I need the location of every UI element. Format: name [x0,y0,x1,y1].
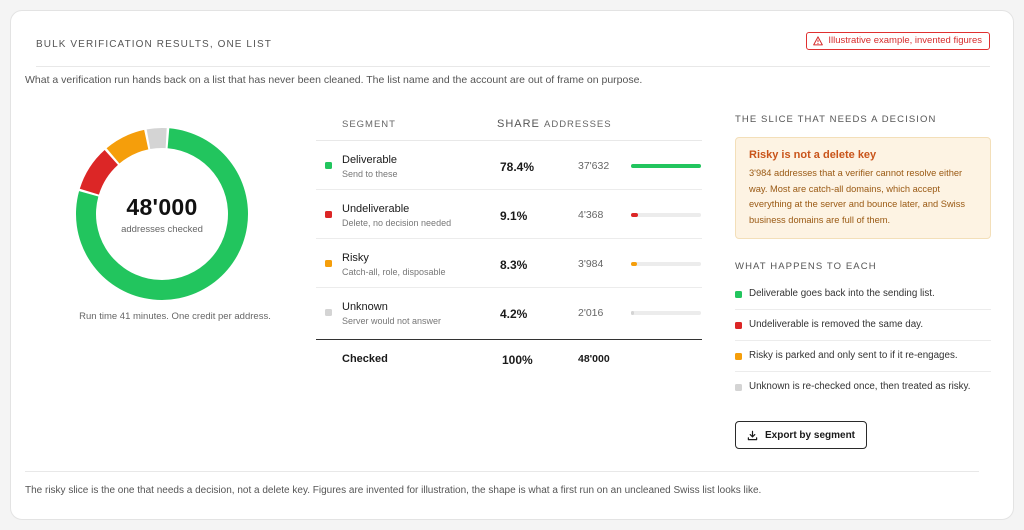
segment-dot [325,309,332,316]
segment-desc: Catch-all, role, disposable [342,267,446,277]
action-text: Risky is parked and only sent to if it r… [749,350,958,361]
callout-body: 3'984 addresses that a verifier cannot r… [749,168,966,225]
donut-center: 48'000 addresses checked [62,114,262,314]
segment-share: 8.3% [500,258,528,272]
segment-dot [325,162,332,169]
list-item: Risky is parked and only sent to if it r… [735,341,991,372]
actions-list: Deliverable goes back into the sending l… [735,279,991,403]
total-count: 48'000 [578,353,610,365]
table-row: Undeliverable Delete, no decision needed 9… [316,190,702,239]
segment-share: 9.1% [500,209,528,223]
share-bar [631,213,701,217]
table-total-row: Checked 100% 48'000 [316,339,702,379]
header-share: SHARE [497,118,540,130]
donut-svg [76,128,249,300]
segment-desc: Send to these [342,169,398,179]
segment-table: SEGMENT SHARE ADDRESSES Deliverable Send … [316,109,702,379]
runtime-note: Run time 41 minutes. One credit per addr… [79,311,271,322]
share-bar-fill [631,262,638,266]
card-header: BULK VERIFICATION RESULTS, ONE LIST Illu… [36,32,990,67]
segment-name: Unknown [342,301,388,313]
action-dot [735,291,742,298]
segment-count: 3'984 [578,258,604,270]
segment-dot [325,260,332,267]
action-dot [735,322,742,329]
table-row: Unknown Server would not answer 4.2% 2'016 [316,288,702,337]
share-bar [631,262,701,266]
intro-text: What a verification run hands back on a … [25,74,643,86]
segment-count: 37'632 [578,160,610,172]
segment-name: Risky [342,252,369,264]
table-row: Risky Catch-all, role, disposable 8.3% 3'98… [316,239,702,288]
segment-name: Undeliverable [342,203,410,215]
badge-label: Illustrative example, invented figures [828,35,982,46]
list-item: Undeliverable is removed the same day. [735,310,991,341]
export-label: Export by segment [764,429,856,441]
donut-total: 48'000 [126,193,198,220]
action-text: Deliverable goes back into the sending l… [749,288,935,299]
share-bar-fill [631,164,701,168]
total-share: 100% [502,353,533,367]
card-title: BULK VERIFICATION RESULTS, ONE LIST [36,39,272,50]
segment-count: 4'368 [578,209,604,221]
segment-dot [325,211,332,218]
share-bar [631,164,701,168]
footer: The risky slice is the one that needs a … [25,471,979,496]
donut-slice-undeliverable [79,149,118,195]
share-bar [631,311,701,315]
action-text: Undeliverable is removed the same day. [749,319,924,330]
segment-share: 4.2% [500,307,528,321]
action-text: Unknown is re-checked once, then treated… [749,381,971,392]
table-body: Deliverable Send to these 78.4% 37'632 Undel… [316,141,702,337]
donut-subtitle: addresses checked [121,223,203,235]
decision-panel: THE SLICE THAT NEEDS A DECISION Risky is… [735,114,991,403]
risky-callout: Risky is not a delete key 3'984 addresse… [735,137,991,239]
list-item: Unknown is re-checked once, then treated… [735,372,991,403]
share-bar-fill [631,311,635,315]
decision-heading: THE SLICE THAT NEEDS A DECISION [735,114,937,125]
header-addresses: ADDRESSES [544,119,612,130]
actions-heading: WHAT HAPPENS TO EACH [735,261,877,272]
segment-desc: Server would not answer [342,316,442,326]
action-dot [735,384,742,391]
header-segment: SEGMENT [342,119,396,130]
download-icon [747,430,758,440]
footer-text: The risky slice is the one that needs a … [25,485,762,496]
warning-icon [813,36,824,46]
segment-count: 2'016 [578,307,604,319]
illustrative-badge: Illustrative example, invented figures [806,32,990,50]
donut-chart: 48'000 addresses checked [62,114,262,314]
donut-slice-risky [106,129,149,164]
table-header: SEGMENT SHARE ADDRESSES [316,109,702,141]
share-bar-fill [631,213,638,217]
table-row: Deliverable Send to these 78.4% 37'632 [316,141,702,190]
segment-name: Deliverable [342,154,398,166]
segment-share: 78.4% [500,160,535,174]
donut-slice-unknown [146,128,167,150]
total-label: Checked [342,353,388,365]
results-card: BULK VERIFICATION RESULTS, ONE LIST Illu… [10,10,1014,520]
list-item: Deliverable goes back into the sending l… [735,279,991,310]
callout-title: Risky is not a delete key [749,149,877,161]
action-dot [735,353,742,360]
segment-desc: Delete, no decision needed [342,218,452,228]
export-button[interactable]: Export by segment [735,421,867,449]
